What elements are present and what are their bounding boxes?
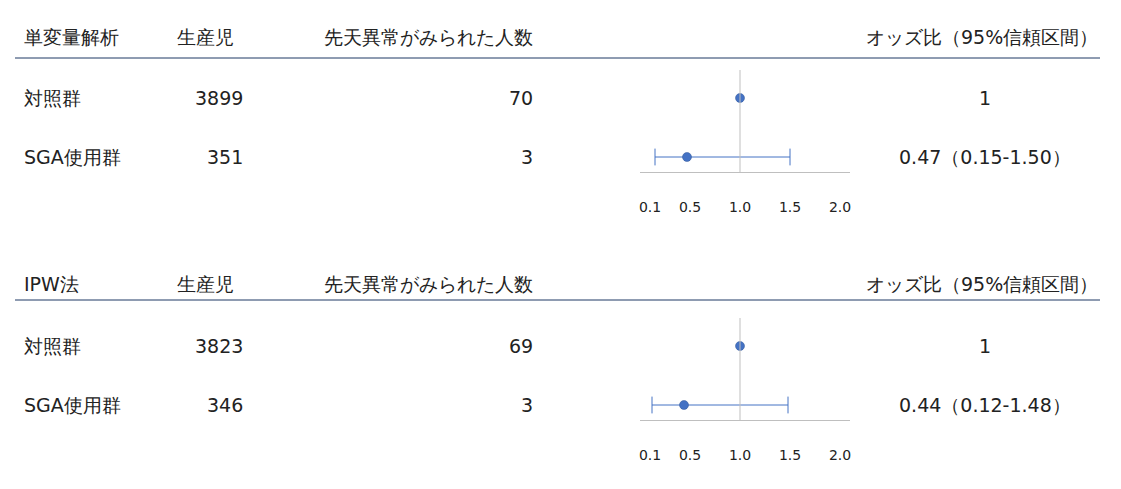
svg-text:3823: 3823	[195, 335, 243, 357]
svg-text:0.5: 0.5	[679, 447, 701, 463]
svg-text:69: 69	[509, 335, 533, 357]
svg-text:3: 3	[521, 394, 533, 416]
svg-text:1.0: 1.0	[729, 447, 751, 463]
svg-text:0.1: 0.1	[639, 447, 661, 463]
svg-text:単変量解析: 単変量解析	[24, 26, 119, 48]
svg-text:1.5: 1.5	[779, 199, 801, 215]
svg-text:SGA使用群: SGA使用群	[24, 394, 121, 416]
svg-text:1: 1	[979, 87, 991, 109]
svg-text:2.0: 2.0	[829, 199, 851, 215]
svg-text:3: 3	[521, 146, 533, 168]
svg-text:1.5: 1.5	[779, 447, 801, 463]
svg-text:生産児: 生産児	[177, 26, 234, 48]
svg-text:対照群: 対照群	[24, 87, 81, 109]
svg-text:0.1: 0.1	[639, 199, 661, 215]
svg-text:先天異常がみられた人数: 先天異常がみられた人数	[324, 26, 533, 48]
svg-text:先天異常がみられた人数: 先天異常がみられた人数	[324, 273, 533, 295]
svg-text:2.0: 2.0	[829, 447, 851, 463]
svg-text:対照群: 対照群	[24, 335, 81, 357]
svg-text:346: 346	[207, 394, 243, 416]
svg-text:0.5: 0.5	[679, 199, 701, 215]
svg-text:0.44（0.12-1.48）: 0.44（0.12-1.48）	[899, 394, 1071, 416]
svg-text:オッズ比（95%信頼区間）: オッズ比（95%信頼区間）	[866, 273, 1098, 295]
svg-text:70: 70	[509, 87, 533, 109]
svg-text:生産児: 生産児	[177, 273, 234, 295]
svg-text:IPW法: IPW法	[24, 273, 79, 295]
svg-text:SGA使用群: SGA使用群	[24, 146, 121, 168]
svg-text:1.0: 1.0	[729, 199, 751, 215]
svg-text:オッズ比（95%信頼区間）: オッズ比（95%信頼区間）	[866, 26, 1098, 48]
svg-text:351: 351	[207, 146, 243, 168]
svg-text:0.47（0.15-1.50）: 0.47（0.15-1.50）	[899, 146, 1071, 168]
svg-text:3899: 3899	[195, 87, 243, 109]
svg-text:1: 1	[979, 335, 991, 357]
